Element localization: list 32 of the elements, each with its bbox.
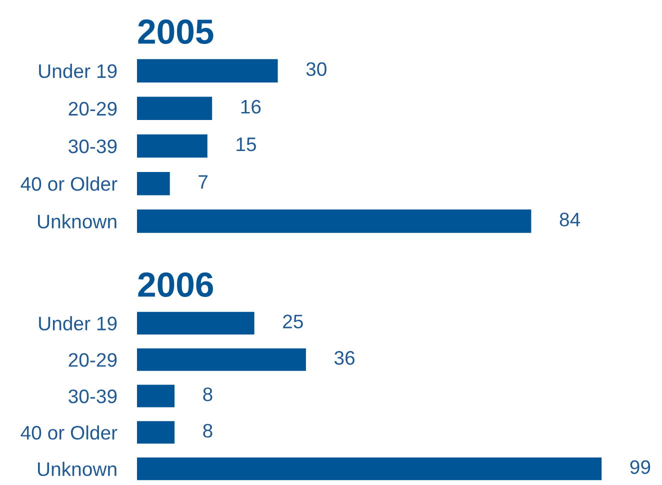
data-label: 99 xyxy=(630,460,650,474)
bar xyxy=(137,59,278,82)
bar xyxy=(137,172,170,196)
chart-title: 2006 xyxy=(138,272,213,298)
bar xyxy=(137,384,175,408)
chart-title: 2005 xyxy=(138,19,214,44)
y-tick-label: 40 or Older xyxy=(20,425,118,440)
data-label: 15 xyxy=(236,138,256,152)
y-tick-label: 20-29 xyxy=(68,353,117,367)
data-label: 8 xyxy=(203,387,212,402)
bar xyxy=(137,348,306,371)
bar xyxy=(137,458,602,480)
bar xyxy=(137,96,212,120)
y-tick-label: Unknown xyxy=(38,462,116,476)
y-tick-label: 40 or Older xyxy=(20,176,118,191)
data-label: 30 xyxy=(306,62,326,76)
bar xyxy=(137,134,208,158)
data-label: 84 xyxy=(560,212,580,226)
data-label: 16 xyxy=(241,100,261,114)
y-tick-label: 30-39 xyxy=(68,389,117,404)
bar xyxy=(137,312,254,334)
y-tick-label: 30-39 xyxy=(68,139,117,154)
data-label: 7 xyxy=(198,175,208,189)
y-tick-label: Unknown xyxy=(38,214,116,228)
data-label: 8 xyxy=(203,424,212,438)
y-tick-label: 20-29 xyxy=(68,102,117,116)
bar xyxy=(137,421,175,444)
data-label: 25 xyxy=(283,314,303,328)
y-tick-label: Under 19 xyxy=(39,316,117,330)
y-tick-label: Under 19 xyxy=(39,64,117,78)
bar xyxy=(137,210,532,233)
data-label: 36 xyxy=(334,351,354,365)
